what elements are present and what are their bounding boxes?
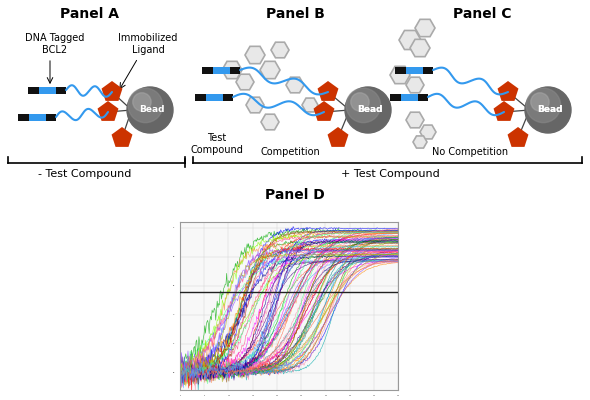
Polygon shape	[101, 81, 123, 101]
Polygon shape	[97, 101, 119, 121]
Circle shape	[128, 88, 163, 123]
Text: DNA Tagged
BCL2: DNA Tagged BCL2	[25, 33, 85, 55]
Circle shape	[525, 87, 571, 133]
Text: Test
Compound: Test Compound	[191, 133, 244, 154]
Polygon shape	[313, 101, 335, 121]
Polygon shape	[410, 39, 430, 57]
Bar	[18, 114, 56, 120]
Polygon shape	[420, 125, 436, 139]
Text: Bead: Bead	[537, 106, 563, 114]
Text: Competition: Competition	[260, 147, 320, 157]
Polygon shape	[222, 61, 242, 79]
Text: Bead: Bead	[139, 106, 165, 114]
Polygon shape	[112, 127, 133, 147]
Circle shape	[526, 88, 560, 123]
Bar	[38, 86, 55, 94]
Polygon shape	[236, 74, 254, 90]
Circle shape	[346, 88, 381, 123]
Polygon shape	[413, 136, 427, 148]
Bar	[202, 66, 240, 74]
Text: + Test Compound: + Test Compound	[340, 169, 440, 179]
Circle shape	[350, 93, 369, 111]
Polygon shape	[406, 77, 424, 93]
Bar	[390, 94, 428, 100]
Text: Panel B: Panel B	[266, 7, 324, 21]
Polygon shape	[286, 77, 304, 93]
Polygon shape	[261, 114, 279, 130]
Circle shape	[531, 93, 549, 111]
Bar	[401, 94, 418, 100]
Polygon shape	[507, 127, 529, 147]
Text: Panel C: Panel C	[453, 7, 512, 21]
Polygon shape	[317, 81, 339, 101]
Text: Panel D: Panel D	[265, 188, 325, 202]
Text: Bead: Bead	[537, 106, 563, 114]
Polygon shape	[497, 81, 519, 101]
Polygon shape	[245, 46, 265, 64]
Text: - Test Compound: - Test Compound	[38, 169, 132, 179]
Polygon shape	[246, 97, 264, 113]
Polygon shape	[494, 101, 514, 121]
Bar	[195, 94, 233, 100]
Polygon shape	[399, 30, 421, 50]
Text: Panel A: Panel A	[61, 7, 120, 21]
Bar	[212, 66, 230, 74]
Text: Bead: Bead	[358, 106, 383, 114]
Bar	[28, 86, 66, 94]
Polygon shape	[327, 127, 349, 147]
Text: No Competition: No Competition	[432, 147, 508, 157]
Bar	[395, 66, 433, 74]
Polygon shape	[271, 42, 289, 58]
Polygon shape	[302, 98, 318, 112]
Bar	[29, 114, 46, 120]
Polygon shape	[406, 112, 424, 128]
Circle shape	[133, 93, 151, 111]
Text: Bead: Bead	[358, 106, 383, 114]
Text: Quantitate (qPCR): Quantitate (qPCR)	[244, 378, 346, 388]
Circle shape	[127, 87, 173, 133]
Circle shape	[345, 87, 391, 133]
Bar	[206, 94, 223, 100]
Text: Immobilized
Ligand: Immobilized Ligand	[119, 33, 178, 55]
Polygon shape	[260, 61, 280, 79]
Polygon shape	[390, 66, 410, 84]
Bar	[406, 66, 423, 74]
Polygon shape	[415, 19, 435, 37]
